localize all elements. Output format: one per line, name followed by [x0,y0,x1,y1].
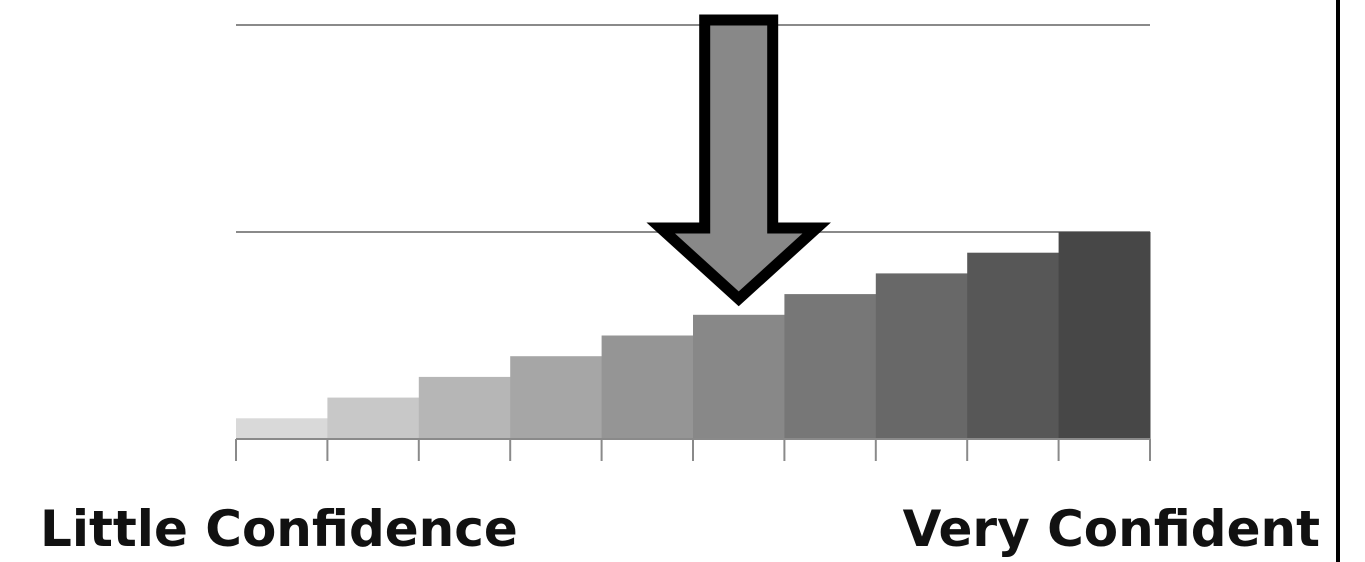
bar [601,335,694,439]
marker [646,14,831,307]
bar [236,418,328,439]
bar [967,252,1060,439]
down-arrow-icon [646,14,831,307]
x-axis [235,438,1151,461]
bars [236,232,1151,439]
divider-line [1336,0,1340,562]
bar [693,314,785,439]
bar [875,273,968,439]
bar [418,376,511,439]
gridlines [236,24,1150,233]
scale-label-left: Little Confidence [40,500,518,558]
bar [784,294,877,439]
bar [510,356,603,439]
bar [1058,232,1151,439]
bar [327,397,420,439]
scale-label-right: Very Confident [902,500,1320,558]
